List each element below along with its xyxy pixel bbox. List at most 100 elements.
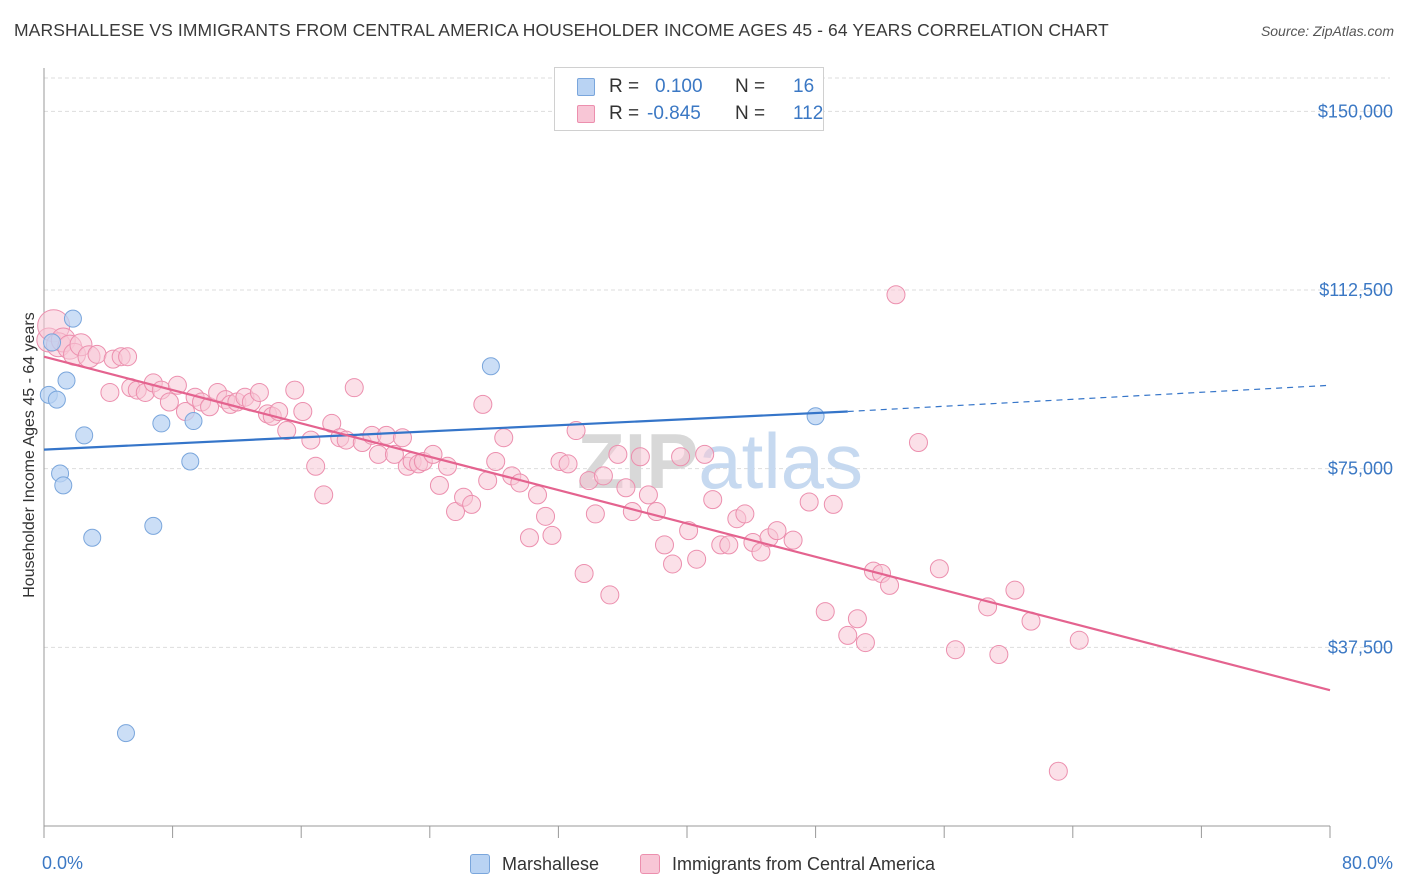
marshallese-swatch: [470, 854, 490, 874]
legend-n-value: 112: [793, 103, 824, 124]
central-america-point: [735, 504, 755, 524]
marshallese-trend-extension: [847, 384, 1331, 413]
central-america-point: [473, 394, 493, 414]
marshallese-point: [75, 426, 94, 445]
central-america-point: [880, 575, 900, 595]
trend-lines: [43, 355, 1331, 692]
marshallese-point: [806, 407, 825, 426]
marshallese-point: [116, 724, 135, 743]
central-america-point: [528, 485, 548, 505]
central-america-point: [542, 525, 562, 545]
central-america-point: [314, 485, 334, 505]
central-america-point: [638, 485, 658, 505]
axes: [43, 68, 1331, 838]
marshallese-point: [181, 452, 200, 471]
central-america-point: [608, 444, 628, 464]
central-america-point: [855, 633, 875, 653]
central-america-point: [574, 563, 594, 583]
central-america-point: [703, 490, 723, 510]
central-america-point: [100, 382, 120, 402]
source-label: Source: ZipAtlas.com: [1260, 23, 1394, 39]
central-america-point: [593, 466, 613, 486]
central-america-point: [519, 528, 539, 548]
central-america-point: [823, 494, 843, 514]
x-tick-label: 0.0%: [42, 853, 83, 873]
central-america-swatch: [640, 854, 660, 874]
legend-n-label: N =: [735, 76, 766, 97]
central-america-point: [886, 285, 906, 305]
marshallese-point: [144, 516, 163, 535]
central-america-point: [118, 347, 138, 367]
central-america-point: [783, 530, 803, 550]
central-america-point: [585, 504, 605, 524]
y-tick-label: $37,500: [1328, 637, 1393, 657]
central-america-point: [159, 392, 179, 412]
central-america-point: [494, 428, 514, 448]
marshallese-point: [83, 528, 102, 547]
central-america-point: [486, 452, 506, 472]
legend-r-label: R =: [609, 103, 640, 124]
central-america-point: [687, 549, 707, 569]
central-america-point: [462, 494, 482, 514]
central-america-point: [945, 640, 965, 660]
y-axis-label: Householder Income Ages 45 - 64 years: [21, 312, 38, 598]
legend-row-central-america: R = -0.845 N = 112: [577, 101, 823, 127]
central-america-point: [446, 502, 466, 522]
marshallese-point: [152, 414, 171, 433]
marshallese-point: [43, 333, 62, 352]
marshallese-trend-line: [43, 410, 848, 451]
central-america-point: [285, 380, 305, 400]
central-america-point: [767, 521, 787, 541]
central-america-point: [671, 447, 691, 467]
central-america-point: [654, 535, 674, 555]
central-america-point: [423, 444, 443, 464]
central-america-point: [929, 559, 949, 579]
central-america-trend-line: [43, 355, 1331, 692]
central-america-point: [719, 535, 739, 555]
legend-r-label: R =: [609, 76, 640, 97]
marshallese-points: [39, 309, 825, 743]
central-america-point: [536, 506, 556, 526]
central-america-point: [368, 444, 388, 464]
central-america-point: [510, 473, 530, 493]
bottom-legend-label: Marshallese: [502, 853, 600, 874]
legend-row-marshallese: R = 0.100 N = 16: [577, 74, 814, 100]
x-tick-labels: 0.0% 80.0%: [42, 853, 1393, 873]
legend-r-value: -0.845: [647, 103, 701, 124]
y-tick-labels: $37,500 $75,000 $112,500 $150,000: [1318, 101, 1393, 657]
watermark-atlas: atlas: [698, 417, 863, 505]
marshallese-point: [481, 357, 500, 376]
central-america-swatch: [577, 105, 595, 123]
central-america-point: [376, 425, 396, 445]
bottom-legend-central-america: Immigrants from Central America: [640, 851, 935, 877]
y-tick-label: $75,000: [1328, 459, 1393, 479]
central-america-point: [847, 609, 867, 629]
marshallese-swatch: [577, 78, 595, 96]
central-america-points: [36, 285, 1089, 781]
central-america-point: [908, 432, 928, 452]
gridlines: [44, 77, 1390, 648]
central-america-point: [200, 397, 220, 417]
central-america-point: [600, 585, 620, 605]
bottom-legend-label: Immigrants from Central America: [672, 853, 936, 874]
central-america-point: [277, 421, 297, 441]
central-america-point: [301, 430, 321, 450]
central-america-point: [815, 602, 835, 622]
central-america-point: [344, 378, 364, 398]
central-america-point: [306, 456, 326, 476]
central-america-point: [616, 478, 636, 498]
bottom-legend-marshallese: Marshallese: [470, 851, 599, 877]
legend-n-label: N =: [735, 103, 766, 124]
central-america-point: [566, 421, 586, 441]
marshallese-point: [54, 476, 73, 495]
central-america-point: [293, 402, 313, 422]
central-america-point: [249, 382, 269, 402]
central-america-point: [558, 454, 578, 474]
central-america-point: [1069, 630, 1089, 650]
central-america-point: [989, 644, 1009, 664]
marshallese-point: [63, 309, 82, 328]
y-tick-label: $112,500: [1319, 280, 1393, 300]
central-america-point: [663, 554, 683, 574]
legend-n-value: 16: [793, 76, 815, 97]
